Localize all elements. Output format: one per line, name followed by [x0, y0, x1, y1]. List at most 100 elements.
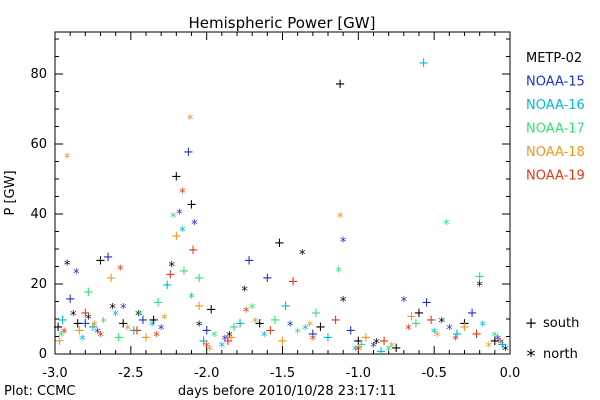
- data-point-noaa-15-23: +: [467, 306, 478, 321]
- data-point-metp-02-15: *: [226, 330, 233, 345]
- data-point-noaa-15-6: +: [138, 313, 149, 328]
- data-point-noaa-19-19: +: [426, 313, 437, 328]
- data-point-noaa-15-12: *: [222, 334, 229, 349]
- data-point-noaa-19-15: +: [330, 313, 341, 328]
- data-point-metp-02-8: *: [135, 309, 142, 324]
- data-point-noaa-15-21: +: [421, 296, 432, 311]
- data-point-noaa-19-3: *: [117, 264, 124, 279]
- data-point-noaa-15-10: *: [191, 218, 198, 233]
- data-point-metp-02-31: *: [502, 344, 509, 359]
- data-point-noaa-17-3: +: [113, 331, 124, 346]
- data-point-noaa-19-1: +: [80, 306, 91, 321]
- data-point-noaa-15-9: +: [183, 145, 194, 160]
- y-tick-label: 40: [30, 207, 47, 222]
- chart-title: Hemispheric Power [GW]: [189, 14, 376, 32]
- data-point-noaa-18-22: *: [486, 341, 493, 356]
- data-point-noaa-16-10: *: [219, 341, 226, 356]
- data-point-noaa-17-8: +: [194, 271, 205, 286]
- data-point-noaa-19-9: *: [203, 341, 210, 356]
- data-point-metp-02-3: +: [72, 317, 83, 332]
- data-point-noaa-15-16: +: [307, 327, 318, 342]
- x-axis: -3.0 -2.5 -2.0 -1.5 -1.0 -0.5 0.0: [42, 32, 520, 381]
- data-point-noaa-19-0: *: [61, 327, 68, 342]
- data-point-metp-02-10: *: [169, 260, 176, 275]
- y-axis: 0 20 40 60 80: [30, 38, 510, 362]
- data-point-metp-02-9: +: [148, 313, 159, 328]
- data-point-noaa-18-17: +: [360, 331, 371, 346]
- y-tick-label: 80: [30, 67, 47, 82]
- data-point-noaa-17-6: *: [170, 211, 177, 226]
- data-point-metp-02-30: +: [489, 334, 500, 349]
- data-point-metp-02-24: *: [373, 337, 380, 352]
- data-point-noaa-15-11: +: [201, 324, 212, 339]
- hemisphere-legend: + south * north: [525, 314, 580, 367]
- x-tick-label: -0.5: [421, 366, 446, 381]
- data-point-noaa-18-12: +: [225, 331, 236, 346]
- data-point-noaa-18-21: +: [459, 320, 470, 335]
- data-point-metp-02-4: *: [85, 313, 92, 328]
- y-tick-label: 0: [39, 347, 47, 362]
- y-tick-label: 20: [30, 277, 47, 292]
- data-point-noaa-17-12: +: [269, 313, 280, 328]
- data-point-noaa-16-2: +: [87, 320, 98, 335]
- data-point-noaa-15-22: *: [446, 323, 453, 338]
- data-point-metp-02-29: *: [476, 279, 483, 294]
- data-point-metp-02-19: *: [299, 248, 306, 263]
- data-point-noaa-15-15: *: [287, 320, 294, 335]
- data-point-metp-02-13: *: [196, 320, 203, 335]
- data-point-noaa-19-22: *: [498, 337, 505, 352]
- data-point-noaa-19-4: +: [131, 324, 142, 339]
- data-point-noaa-18-0: +: [54, 334, 65, 349]
- x-tick-label: -1.0: [346, 366, 371, 381]
- data-point-noaa-18-9: *: [187, 113, 194, 128]
- data-point-noaa-17-10: +: [229, 320, 240, 335]
- data-point-metp-02-5: +: [95, 254, 106, 269]
- data-point-noaa-17-16: +: [356, 338, 367, 353]
- data-point-noaa-16-1: *: [79, 334, 86, 349]
- plot-credit: Plot: CCMC: [4, 384, 75, 399]
- data-point-metp-02-18: +: [274, 236, 285, 251]
- data-point-noaa-15-5: *: [120, 302, 127, 317]
- data-point-metp-02-27: *: [439, 316, 446, 331]
- data-point-noaa-19-14: *: [310, 334, 317, 349]
- data-point-noaa-18-19: +: [406, 310, 417, 325]
- legend-entry-noaa-18: NOAA-18: [526, 145, 585, 160]
- data-point-noaa-19-21: +: [471, 327, 482, 342]
- data-point-noaa-18-7: *: [161, 313, 168, 328]
- data-point-noaa-15-1: *: [73, 267, 80, 282]
- data-point-noaa-19-18: *: [405, 323, 412, 338]
- data-point-noaa-17-15: *: [335, 265, 342, 280]
- data-point-noaa-16-5: *: [149, 320, 156, 335]
- data-point-metp-02-11: +: [171, 170, 182, 185]
- data-point-metp-02-17: +: [254, 317, 265, 332]
- data-point-noaa-17-18: +: [411, 317, 422, 332]
- data-point-noaa-18-2: +: [74, 324, 85, 339]
- data-point-noaa-18-4: +: [106, 271, 117, 286]
- data-point-noaa-17-13: *: [294, 327, 301, 342]
- x-tick-label: 0.0: [500, 366, 521, 381]
- data-point-noaa-16-17: +: [376, 345, 387, 360]
- data-point-noaa-15-2: +: [80, 317, 91, 332]
- data-point-metp-02-7: +: [118, 317, 129, 332]
- data-point-noaa-17-17: *: [385, 344, 392, 359]
- data-point-noaa-19-12: +: [265, 324, 276, 339]
- data-point-metp-02-0: +: [53, 320, 64, 335]
- data-point-noaa-18-1: *: [64, 152, 71, 167]
- data-point-noaa-15-20: *: [401, 295, 408, 310]
- data-point-metp-02-16: *: [241, 285, 248, 300]
- data-point-noaa-17-5: +: [153, 296, 164, 311]
- data-point-noaa-17-9: *: [211, 330, 218, 345]
- data-point-noaa-17-0: *: [58, 330, 65, 345]
- data-point-noaa-18-8: +: [171, 229, 182, 244]
- data-point-noaa-15-3: *: [94, 327, 101, 342]
- x-axis-label: days before 2010/10/28 23:17:11: [178, 384, 396, 399]
- data-point-metp-02-25: +: [391, 341, 402, 356]
- data-point-noaa-18-3: *: [91, 320, 98, 335]
- data-point-metp-02-14: +: [206, 303, 217, 318]
- data-point-noaa-17-21: *: [492, 330, 499, 345]
- data-point-metp-02-1: *: [64, 258, 71, 273]
- data-point-noaa-15-19: *: [370, 341, 377, 356]
- data-point-noaa-18-10: +: [194, 299, 205, 314]
- data-point-noaa-17-2: *: [100, 316, 107, 331]
- data-point-noaa-18-20: *: [434, 330, 441, 345]
